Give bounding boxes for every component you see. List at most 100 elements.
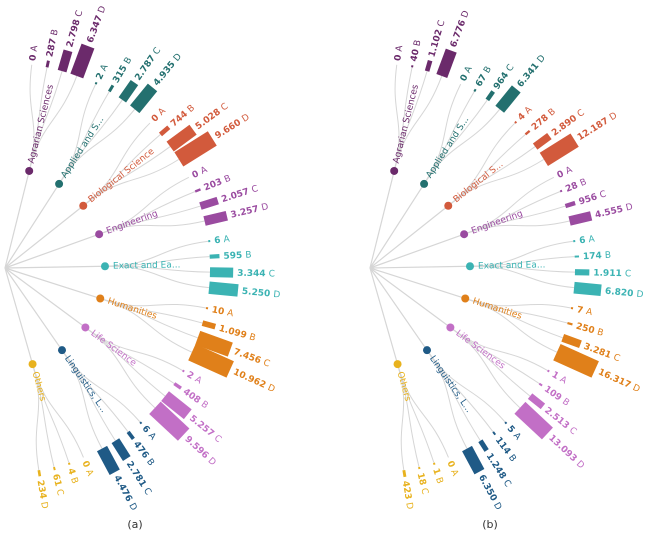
area-node[interactable] xyxy=(446,323,455,332)
bar-D xyxy=(539,133,579,166)
value-label: 40 B xyxy=(409,39,423,62)
tree-link xyxy=(61,349,103,449)
tree-link xyxy=(369,267,451,328)
tree-link xyxy=(98,220,205,235)
area-node[interactable] xyxy=(81,323,90,332)
area-label: Engineering xyxy=(105,209,159,237)
bar-B xyxy=(559,189,563,193)
area-label: Life Science xyxy=(89,329,139,369)
value-label: 6 A xyxy=(140,424,158,443)
bar-D xyxy=(174,131,217,167)
value-label: 956 C xyxy=(578,189,608,207)
area-node[interactable] xyxy=(100,262,109,271)
area-node[interactable] xyxy=(28,360,37,369)
value-label: 250 B xyxy=(575,321,605,338)
value-label: 595 B xyxy=(223,250,252,262)
bar-D xyxy=(203,210,228,226)
bar-B xyxy=(524,129,531,136)
area-node[interactable] xyxy=(79,201,88,210)
value-label: 4 A xyxy=(516,104,535,123)
tree-link xyxy=(58,108,136,185)
tree-link xyxy=(423,108,501,185)
value-label: 0 A xyxy=(190,164,209,180)
area-label: Biological S... xyxy=(452,160,506,206)
tree-link xyxy=(28,75,78,172)
area-node[interactable] xyxy=(393,360,402,369)
value-label: 13.093 D xyxy=(547,433,587,471)
value-label: 3.344 C xyxy=(237,268,275,279)
value-label: 203 B xyxy=(203,173,233,193)
tree-link xyxy=(4,267,86,328)
value-label: 1 B xyxy=(431,467,445,485)
value-label: 6 A xyxy=(579,234,597,246)
tree-link xyxy=(447,158,545,207)
area-node[interactable] xyxy=(422,346,431,355)
bar-C xyxy=(53,466,56,471)
area-node[interactable] xyxy=(444,201,453,210)
bar-B xyxy=(201,320,217,330)
area-label: Agrarian Sciences xyxy=(392,83,421,164)
bar-B xyxy=(209,254,220,259)
area-node[interactable] xyxy=(465,262,474,271)
bar-C xyxy=(564,200,576,209)
value-label: 287 B xyxy=(45,28,61,58)
value-label: 1 A xyxy=(550,370,569,387)
bar-D xyxy=(149,401,190,441)
value-label: 2 A xyxy=(185,370,204,387)
tree-link xyxy=(369,267,466,300)
bar-A xyxy=(139,421,143,425)
value-label: 174 B xyxy=(583,250,612,262)
panel-a: 0 A 287 B 2.798 C 6.347 D Agrarian Sciences 2… xyxy=(4,5,281,531)
area-node[interactable] xyxy=(461,294,470,303)
tree-link xyxy=(4,267,63,351)
value-label: 18 C xyxy=(415,472,430,496)
value-label: 6.341 D xyxy=(515,53,547,89)
area-node[interactable] xyxy=(95,230,104,239)
value-label: 0 A xyxy=(458,64,474,83)
bar-C xyxy=(118,79,139,103)
value-label: 1.911 C xyxy=(593,268,631,279)
area-node[interactable] xyxy=(420,179,429,188)
tree-link xyxy=(450,327,521,409)
area-node[interactable] xyxy=(57,346,66,355)
area-node[interactable] xyxy=(55,179,64,188)
tree-link xyxy=(369,233,465,269)
bar-D xyxy=(514,401,553,440)
bar-B xyxy=(107,84,115,93)
area-node[interactable] xyxy=(96,294,105,303)
area-node[interactable] xyxy=(390,166,399,175)
tree-link xyxy=(82,158,180,207)
value-label: 3.257 D xyxy=(230,202,270,221)
value-label: 16.317 D xyxy=(597,367,642,395)
bar-B xyxy=(67,462,71,465)
bar-D xyxy=(208,281,239,297)
area-node[interactable] xyxy=(460,230,469,239)
bar-B xyxy=(173,382,182,390)
bar-C xyxy=(527,393,546,410)
bar-B xyxy=(492,431,497,436)
tree-link xyxy=(104,265,210,289)
value-label: 7 A xyxy=(576,305,594,318)
bar-C xyxy=(561,334,582,349)
tree-link xyxy=(4,183,60,269)
tree-link xyxy=(4,205,84,269)
tree-link xyxy=(369,267,428,351)
tree-link xyxy=(4,170,30,269)
bar-C xyxy=(57,49,73,73)
bar-D xyxy=(495,85,521,113)
bar-B xyxy=(432,462,436,465)
value-label: 0 A xyxy=(555,164,574,180)
bar-C xyxy=(532,133,552,150)
panel-caption: (b) xyxy=(482,518,498,531)
value-label: 10 A xyxy=(211,305,235,319)
area-node[interactable] xyxy=(25,166,34,175)
area-label: Exact and Ea... xyxy=(113,260,181,271)
bar-B xyxy=(158,125,171,137)
value-label: 109 B xyxy=(542,384,571,408)
value-label: 67 B xyxy=(474,65,494,89)
bar-D xyxy=(402,469,407,478)
bar-C xyxy=(199,196,219,210)
area-label: Engineering xyxy=(470,209,524,237)
